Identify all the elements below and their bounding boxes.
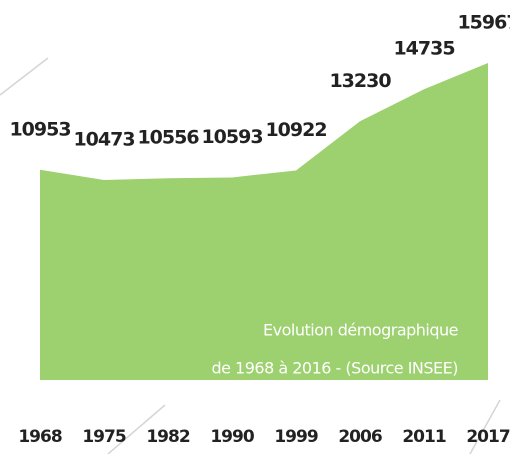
x-tick-label: 1968	[18, 427, 61, 447]
data-label: 15967	[457, 12, 510, 34]
annotation: Evolution démographique	[263, 321, 458, 340]
data-label: 10556	[137, 127, 199, 149]
data-label: 10953	[9, 118, 70, 140]
x-tick-label: 1975	[82, 427, 125, 447]
x-tick-label: 1982	[146, 427, 189, 447]
x-tick-label: 2011	[402, 427, 445, 447]
x-tick-label: 1999	[274, 427, 317, 447]
plot: 10953 1968 10473 1975 10556 1982 10593 1990 1092…	[9, 12, 510, 448]
area	[40, 63, 488, 380]
background-decoration	[0, 57, 501, 454]
x-tick-label: 2017	[466, 427, 509, 447]
data-label: 14735	[393, 38, 454, 60]
deco-line	[107, 404, 166, 454]
deco-line	[0, 57, 49, 96]
x-tick-label: 1990	[210, 427, 254, 447]
data-label: 13230	[329, 70, 391, 92]
data-label: 10593	[201, 126, 262, 148]
data-label: 10922	[265, 119, 326, 141]
x-tick-label: 2006	[338, 427, 381, 447]
deco-line	[469, 399, 501, 454]
annotation: de 1968 à 2016 - (Source INSEE)	[211, 359, 458, 378]
data-label: 10473	[73, 129, 134, 151]
